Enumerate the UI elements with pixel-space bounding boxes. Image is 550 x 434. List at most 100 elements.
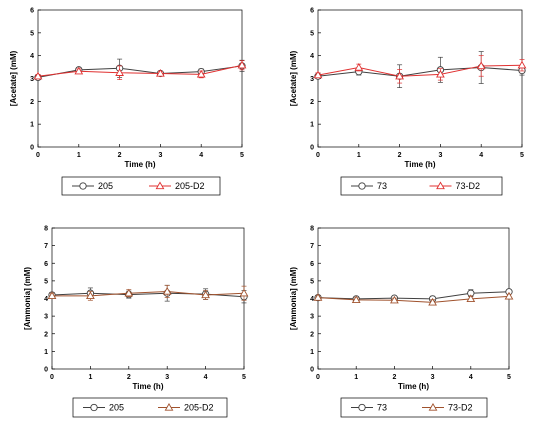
y-tick-label: 2 [44,331,48,338]
data-point [517,60,527,69]
legend-item-1: 73 [351,403,387,413]
data-point [313,293,323,301]
y-tick-label: 1 [310,122,314,129]
y-tick-label: 8 [44,226,48,233]
series-2 [33,60,247,80]
series-line [37,65,243,78]
data-point [33,71,43,80]
y-tick-label: 3 [44,314,48,321]
legend: 205 205-D2 [61,176,221,196]
x-tick-label: 4 [204,374,208,381]
legend-item-2: 205-D2 [158,403,214,413]
x-tick-label: 4 [199,152,203,159]
legend: 205 205-D2 [72,397,228,418]
legend-item-1: 205 [83,403,124,413]
data-point [124,288,134,297]
x-tick-label: 0 [316,152,320,159]
legend-item-2: 73-D2 [429,181,480,191]
legend: 73 73-D2 [340,397,488,418]
legend-item-2: 205-D2 [149,181,205,191]
y-tick-label: 8 [310,226,314,233]
y-tick-label: 1 [30,122,34,129]
legend-box [72,397,228,418]
legend-label: 73 [377,403,387,413]
data-point [47,291,57,300]
legend-label: 73 [377,181,387,191]
x-tick-label: 1 [88,374,92,381]
x-tick-label: 2 [118,152,122,159]
data-point [239,288,249,297]
legend-item-1: 73 [351,181,387,191]
y-tick-label: 0 [310,367,314,374]
chart-panel-3: 0 1 2 3 4 5 6 7 8 0 1 2 3 4 5 Time (h) [Ammonia] (mM) 205… [23,226,249,418]
y-tick-label: 6 [310,8,314,15]
y-tick-label: 4 [310,53,314,60]
series-line [37,64,243,77]
data-point [156,68,165,77]
data-point [115,68,124,76]
y-axis-label: [Acetate] (mM) [9,50,18,106]
series-line [317,295,510,303]
y-tick-label: 6 [310,261,314,268]
series-line [317,291,510,300]
y-tick-label: 5 [44,278,48,285]
x-tick-label: 4 [479,152,483,159]
data-point [436,69,445,78]
y-tick-label: 6 [44,261,48,268]
y-tick-label: 1 [44,349,48,356]
y-tick-label: 5 [30,30,34,37]
legend-box [61,176,221,196]
x-tick-label: 1 [77,152,81,159]
y-tick-label: 1 [310,349,314,356]
y-axis-label: [Ammonia] (mM) [23,267,32,330]
legend-label: 205 [98,181,113,191]
legend-item-2: 73-D2 [422,403,473,413]
y-tick-label: 7 [310,243,314,250]
y-tick-label: 2 [310,99,314,106]
y-axis-label: [Acetate] (mM) [289,50,298,106]
x-tick-label: 5 [242,374,246,381]
x-tick-label: 5 [507,374,511,381]
series-1 [314,288,513,303]
data-point [313,70,323,79]
y-tick-label: 2 [30,99,34,106]
y-tick-label: 0 [44,367,48,374]
series-2 [313,55,527,84]
legend-label: 205 [109,403,124,413]
x-axis-label: Time (h) [133,382,164,391]
legend-box [340,176,503,196]
data-point [354,63,364,71]
data-point [390,295,399,304]
y-tick-label: 0 [310,145,314,152]
data-point [395,71,404,80]
data-point [201,290,210,299]
y-tick-label: 4 [44,296,48,303]
series-line [317,64,523,77]
y-tick-label: 0 [30,145,34,152]
series-1 [34,58,246,82]
plot-frame [37,9,243,148]
x-tick-label: 1 [357,152,361,159]
plot-frame [317,9,523,148]
data-point [476,61,486,70]
x-tick-label: 0 [50,374,54,381]
x-tick-label: 2 [398,152,402,159]
data-point [86,291,95,300]
data-point [504,291,514,300]
y-tick-label: 2 [310,331,314,338]
plot-frame [51,227,245,370]
x-tick-label: 2 [392,374,396,381]
y-tick-label: 4 [310,296,314,303]
circle-marker-icon [79,182,87,190]
series-2 [313,291,514,306]
data-point [237,60,247,69]
x-tick-label: 3 [438,152,442,159]
data-point [351,295,361,304]
x-tick-label: 5 [240,152,244,159]
x-tick-label: 3 [158,152,162,159]
legend-label: 205-D2 [175,181,205,191]
y-tick-label: 5 [310,278,314,285]
x-tick-label: 3 [431,374,435,381]
